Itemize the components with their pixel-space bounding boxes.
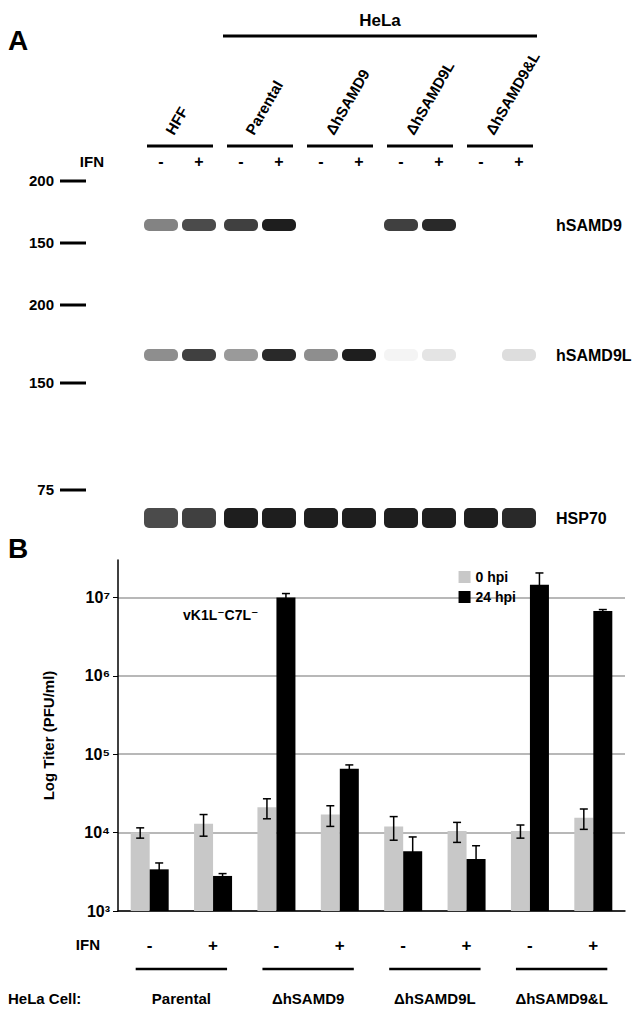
svg-text:-: - — [527, 936, 533, 955]
svg-text:HeLa Cell:: HeLa Cell: — [8, 990, 81, 1007]
svg-text:vK1L⁻C7L⁻: vK1L⁻C7L⁻ — [183, 607, 258, 623]
svg-text:-: - — [478, 153, 483, 170]
svg-text:IFN: IFN — [76, 936, 100, 953]
svg-text:ΔhSAMD9&L: ΔhSAMD9&L — [482, 49, 543, 138]
svg-text:HSP70: HSP70 — [556, 510, 607, 527]
svg-text:10⁷: 10⁷ — [86, 589, 110, 606]
svg-text:ΔhSAMD9&L: ΔhSAMD9&L — [515, 990, 607, 1007]
svg-text:IFN: IFN — [80, 153, 104, 170]
svg-text:+: + — [588, 936, 598, 955]
svg-text:ΔhSAMD9L: ΔhSAMD9L — [402, 58, 458, 137]
svg-text:10³: 10³ — [87, 903, 110, 920]
svg-text:200: 200 — [29, 296, 54, 313]
svg-text:HeLa: HeLa — [359, 11, 401, 30]
svg-text:+: + — [274, 153, 283, 170]
svg-text:+: + — [462, 936, 472, 955]
svg-text:-: - — [274, 936, 280, 955]
svg-text:-: - — [400, 936, 406, 955]
svg-text:Log Titer (PFU/ml): Log Titer (PFU/ml) — [40, 671, 57, 801]
svg-text:ΔhSAMD9L: ΔhSAMD9L — [394, 990, 476, 1007]
svg-text:ΔhSAMD9: ΔhSAMD9 — [322, 66, 373, 137]
svg-text:150: 150 — [29, 374, 54, 391]
svg-text:hSAMD9L: hSAMD9L — [556, 347, 632, 364]
svg-text:+: + — [514, 153, 523, 170]
svg-text:10⁴: 10⁴ — [84, 824, 110, 841]
svg-text:+: + — [354, 153, 363, 170]
svg-text:+: + — [208, 936, 218, 955]
svg-text:10⁵: 10⁵ — [85, 746, 110, 763]
svg-text:HFF: HFF — [162, 104, 191, 138]
svg-text:Parental: Parental — [242, 78, 286, 138]
svg-text:ΔhSAMD9: ΔhSAMD9 — [272, 990, 344, 1007]
svg-text:B: B — [8, 533, 28, 564]
svg-text:hSAMD9: hSAMD9 — [556, 217, 622, 234]
svg-text:+: + — [335, 936, 345, 955]
svg-text:-: - — [398, 153, 403, 170]
svg-text:-: - — [318, 153, 323, 170]
svg-text:A: A — [8, 25, 28, 56]
svg-text:75: 75 — [37, 481, 54, 498]
svg-text:200: 200 — [29, 172, 54, 189]
svg-text:-: - — [158, 153, 163, 170]
svg-text:-: - — [238, 153, 243, 170]
svg-text:+: + — [434, 153, 443, 170]
svg-text:Parental: Parental — [152, 990, 211, 1007]
svg-text:-: - — [147, 936, 153, 955]
svg-text:0 hpi: 0 hpi — [476, 569, 509, 585]
svg-text:24 hpi: 24 hpi — [476, 589, 516, 605]
svg-text:150: 150 — [29, 234, 54, 251]
svg-text:10⁶: 10⁶ — [85, 667, 110, 684]
svg-text:+: + — [194, 153, 203, 170]
